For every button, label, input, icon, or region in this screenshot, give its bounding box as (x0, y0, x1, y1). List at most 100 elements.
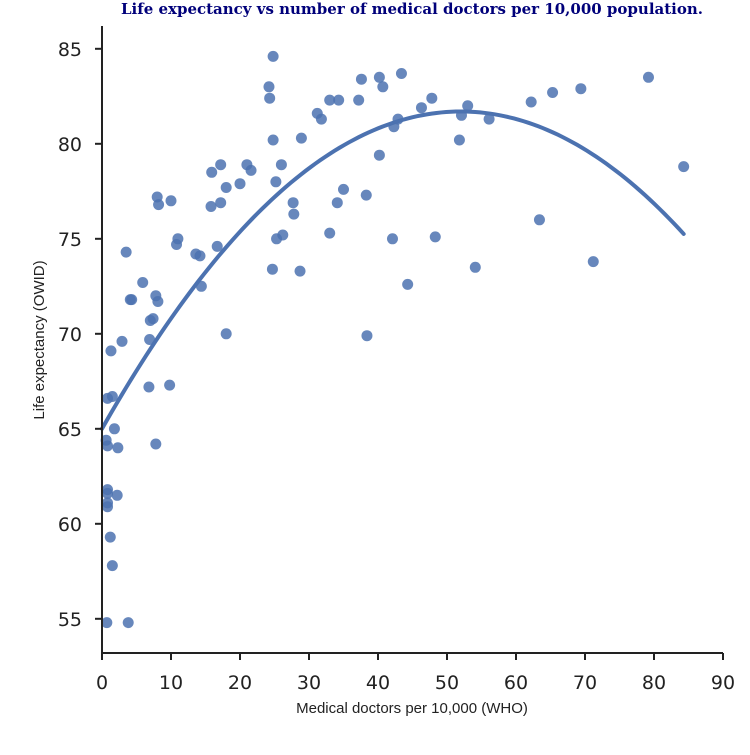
data-point (108, 423, 120, 435)
data-point (234, 178, 246, 190)
y-tick-label: 70 (58, 324, 82, 346)
data-point (116, 335, 128, 347)
data-point (194, 250, 206, 262)
data-point (126, 294, 138, 306)
data-point (112, 442, 124, 454)
data-point (211, 240, 223, 252)
data-point (220, 328, 232, 340)
data-point (215, 159, 227, 171)
data-point (277, 229, 289, 241)
data-point (206, 166, 218, 178)
data-point (147, 313, 159, 325)
data-point (373, 71, 385, 83)
data-point (287, 197, 299, 209)
data-point (220, 182, 232, 193)
data-point (462, 100, 474, 112)
x-tick-label: 30 (297, 672, 321, 694)
x-tick-label: 80 (642, 672, 666, 694)
data-point (395, 68, 407, 79)
data-point (355, 73, 367, 85)
data-point (165, 195, 177, 207)
data-point (101, 617, 113, 629)
data-point (111, 489, 123, 501)
y-axis-label: Life expectancy (OWID) (31, 260, 48, 419)
data-point (144, 334, 156, 345)
data-points (100, 50, 690, 629)
x-tick-label: 0 (96, 672, 108, 694)
x-tick-label: 10 (159, 672, 183, 694)
data-point (453, 134, 465, 146)
y-tick-label: 75 (58, 229, 82, 251)
data-point (143, 381, 155, 393)
x-axis-label: Medical doctors per 10,000 (WHO) (296, 700, 528, 717)
data-point (150, 438, 162, 450)
x-tick-label: 20 (228, 672, 252, 694)
y-tick-label: 65 (58, 419, 82, 441)
data-point (266, 263, 278, 275)
chart-title: Life expectancy vs number of medical doc… (121, 0, 703, 18)
y-tick-label: 55 (58, 609, 82, 631)
data-point (361, 330, 373, 342)
data-point (587, 256, 599, 268)
data-point (104, 531, 116, 543)
x-tick-label: 70 (573, 672, 597, 694)
data-point (575, 83, 587, 95)
data-point (295, 132, 307, 144)
data-point (483, 113, 495, 125)
data-point (102, 392, 114, 404)
data-point (151, 191, 163, 203)
data-point (469, 261, 481, 273)
data-point (105, 345, 117, 357)
data-point (263, 81, 275, 93)
data-point (137, 277, 149, 288)
data-point (324, 227, 336, 239)
data-point (106, 560, 118, 572)
data-point (245, 164, 257, 176)
data-point (270, 176, 282, 188)
data-point (429, 231, 441, 243)
data-point (525, 96, 537, 108)
data-point (415, 102, 427, 114)
x-tick-label: 60 (504, 672, 528, 694)
data-point (373, 149, 385, 161)
data-point (386, 233, 398, 245)
data-point (164, 379, 176, 391)
data-point (102, 497, 114, 509)
x-tick-label: 90 (711, 672, 735, 694)
data-point (402, 278, 414, 290)
data-point (377, 81, 389, 93)
data-point (315, 113, 327, 125)
data-point (275, 159, 287, 171)
data-point (547, 87, 559, 98)
data-point (333, 94, 345, 106)
data-point (120, 246, 132, 258)
data-point (360, 189, 372, 201)
data-point (264, 92, 276, 104)
data-point (678, 161, 690, 173)
data-point (294, 265, 306, 277)
data-point (288, 208, 300, 220)
data-point (172, 233, 184, 245)
x-tick-label: 50 (435, 672, 459, 694)
x-axis-ticks: 0 10 20 30 40 50 60 70 80 90 (96, 653, 735, 694)
x-tick-label: 40 (366, 672, 390, 694)
data-point (122, 617, 134, 629)
data-point (100, 434, 112, 446)
data-point (353, 94, 365, 106)
data-point (331, 197, 343, 209)
y-tick-label: 60 (58, 514, 82, 536)
data-point (215, 197, 227, 209)
y-axis-ticks: 55 60 65 70 75 80 85 (58, 39, 102, 631)
data-point (267, 134, 279, 146)
y-tick-label: 85 (58, 39, 82, 61)
data-point (426, 92, 438, 104)
data-point (205, 201, 217, 212)
data-point (152, 296, 164, 307)
data-point (102, 484, 114, 496)
data-point (324, 94, 336, 106)
data-point (533, 214, 545, 226)
data-point (267, 50, 279, 62)
y-tick-label: 80 (58, 134, 82, 156)
